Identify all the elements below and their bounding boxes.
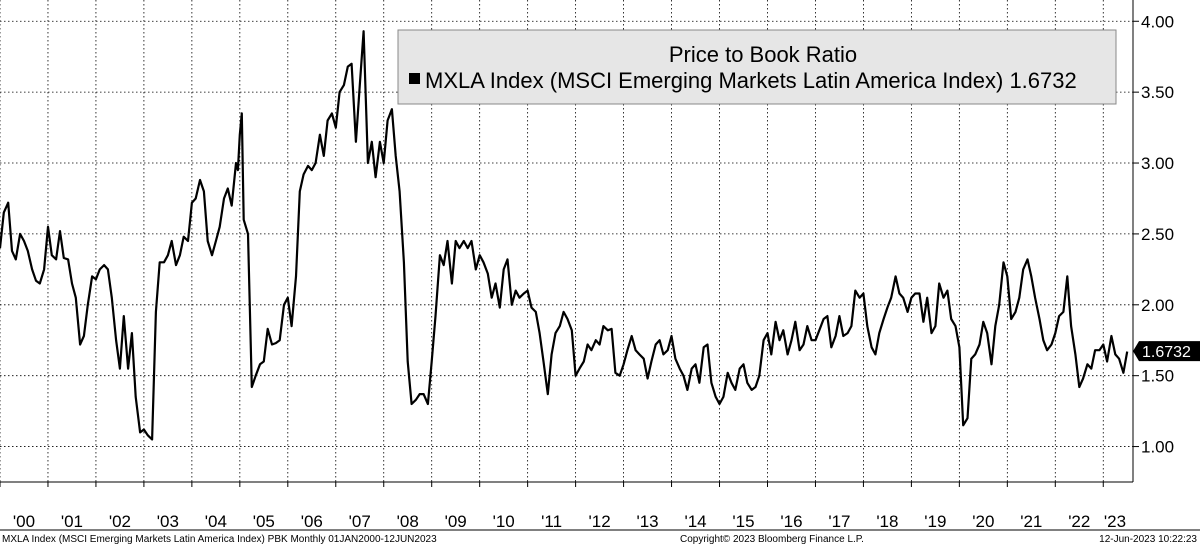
- y-tick-label: 3.50: [1141, 83, 1174, 102]
- footer-copyright: Copyright© 2023 Bloomberg Finance L.P.: [680, 534, 864, 545]
- footer-source: MXLA Index (MSCI Emerging Markets Latin …: [2, 534, 437, 545]
- y-tick-label: 2.50: [1141, 225, 1174, 244]
- x-tick-label: '14: [684, 512, 706, 531]
- legend-swatch: [409, 73, 420, 84]
- x-tick-label: '11: [541, 512, 562, 531]
- x-tick-label: '21: [1020, 512, 1042, 531]
- last-value-badge: 1.6732: [1133, 341, 1200, 362]
- x-tick-label: '18: [876, 512, 898, 531]
- y-tick-label: 1.50: [1141, 367, 1174, 386]
- x-tick-label: '06: [301, 512, 323, 531]
- x-tick-label: '13: [636, 512, 658, 531]
- y-axis-ticks: 1.00 1.50 2.00 2.50 3.00 3.50 4.00: [1133, 12, 1174, 457]
- y-tick-label: 3.00: [1141, 154, 1174, 173]
- x-tick-label: '07: [349, 512, 371, 531]
- legend-series-label: MXLA Index (MSCI Emerging Markets Latin …: [425, 68, 1077, 93]
- x-tick-label: '19: [924, 512, 946, 531]
- x-axis-ticks: '00 '01 '02 '03 '04 '05 '06 '07 '08 '09 '10 '11 '12 '…: [0, 482, 1126, 531]
- y-tick-label: 1.00: [1141, 438, 1174, 457]
- x-tick-label: '16: [780, 512, 802, 531]
- y-tick-label: 2.00: [1141, 296, 1174, 315]
- chart-title: Price to Book Ratio: [669, 42, 857, 67]
- x-tick-label: '02: [109, 512, 131, 531]
- x-tick-label: '05: [253, 512, 275, 531]
- x-tick-label: '04: [205, 512, 227, 531]
- last-value-label: 1.6732: [1142, 344, 1191, 361]
- x-tick-label: '17: [828, 512, 850, 531]
- y-tick-label: 4.00: [1141, 12, 1174, 31]
- x-tick-label: '08: [397, 512, 419, 531]
- last-value-marker: [1133, 341, 1200, 362]
- x-tick-label: '15: [732, 512, 754, 531]
- series-line: [0, 30, 1129, 441]
- x-tick-label: '23: [1104, 512, 1126, 531]
- x-tick-label: '01: [61, 512, 83, 531]
- legend-box: [397, 29, 1117, 105]
- x-tick-label: '22: [1068, 512, 1090, 531]
- x-tick-label: '10: [493, 512, 515, 531]
- legend: Price to Book Ratio MXLA Index (MSCI Eme…: [397, 29, 1117, 105]
- footer-timestamp: 12-Jun-2023 10:22:23: [1099, 534, 1197, 545]
- x-tick-label: '20: [972, 512, 994, 531]
- x-tick-label: '12: [589, 512, 611, 531]
- x-tick-label: '03: [157, 512, 179, 531]
- x-tick-label: '00: [13, 512, 35, 531]
- x-tick-label: '09: [445, 512, 467, 531]
